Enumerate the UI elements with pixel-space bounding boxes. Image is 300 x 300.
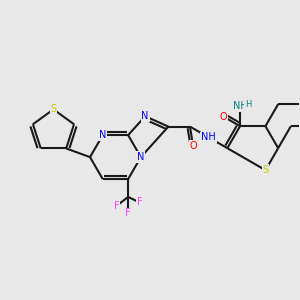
Text: NH: NH [201, 132, 216, 142]
Text: O: O [220, 112, 227, 122]
Text: F: F [114, 201, 119, 211]
Text: NH: NH [233, 101, 248, 111]
Text: N: N [142, 111, 149, 121]
Text: S: S [50, 104, 56, 114]
Text: O: O [189, 141, 197, 151]
Text: S: S [262, 165, 268, 175]
Text: H: H [245, 100, 251, 109]
Text: N: N [137, 152, 145, 162]
Text: N: N [99, 130, 106, 140]
Text: F: F [125, 208, 131, 218]
Text: F: F [137, 197, 142, 208]
